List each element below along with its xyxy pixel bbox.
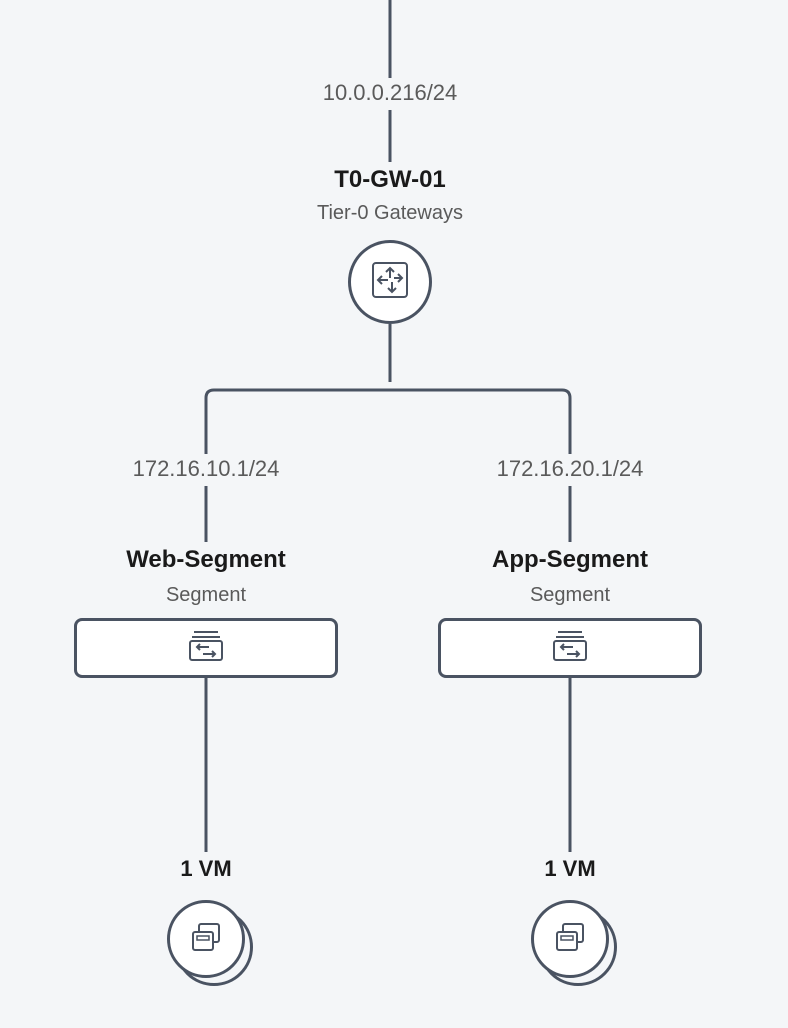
vm-count-label-left: 1 VM: [106, 856, 306, 882]
segment-icon: [186, 629, 226, 668]
segment-cidr-label-left: 172.16.10.1/24: [76, 456, 336, 482]
segment-title-right: App-Segment: [440, 546, 700, 574]
vm-node-right[interactable]: [531, 900, 609, 978]
gateway-node[interactable]: [348, 240, 432, 324]
segment-icon: [550, 629, 590, 668]
segment-node-right[interactable]: [438, 618, 702, 678]
segment-node-left[interactable]: [74, 618, 338, 678]
vm-node-left[interactable]: [167, 900, 245, 978]
segment-cidr-label-right: 172.16.20.1/24: [440, 456, 700, 482]
vm-count-label-right: 1 VM: [470, 856, 670, 882]
segment-subtitle-right: Segment: [440, 584, 700, 607]
gateway-title: T0-GW-01: [240, 166, 540, 194]
segment-title-left: Web-Segment: [76, 546, 336, 574]
vm-group-icon: [189, 920, 223, 959]
uplink-cidr-label: 10.0.0.216/24: [240, 80, 540, 106]
segment-subtitle-left: Segment: [76, 584, 336, 607]
router-icon: [370, 260, 410, 305]
gateway-subtitle: Tier-0 Gateways: [240, 202, 540, 225]
vm-group-icon: [553, 920, 587, 959]
